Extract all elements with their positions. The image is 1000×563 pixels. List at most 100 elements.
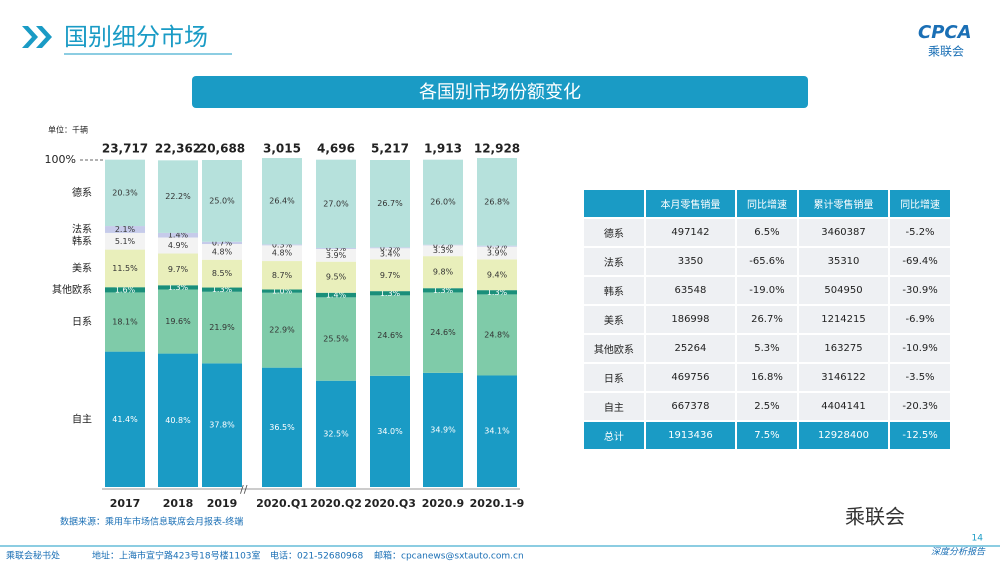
value-label: 2.1%: [115, 225, 136, 234]
total-label: 4,696: [317, 142, 355, 156]
x-tick-label: 2020.1-9: [470, 497, 525, 510]
series-label: 其他欧系: [52, 283, 92, 296]
value-label: 9.7%: [380, 271, 401, 280]
chart-title-band: [192, 76, 808, 108]
chart-title: 各国别市场份额变化: [419, 82, 581, 103]
value-label: 21.9%: [209, 323, 235, 332]
header-cell: 同比增速: [888, 188, 952, 219]
table-cell: 4404141: [796, 391, 891, 422]
value-label: 0.2%: [433, 241, 454, 250]
table-row: 总计 1913436 7.5% 12928400 -12.5%: [582, 420, 952, 451]
bar-segment: [477, 294, 517, 376]
bar-segment: [105, 159, 145, 227]
bar-segment: [477, 245, 517, 247]
bar-segment: [316, 261, 356, 293]
x-tick-label: 2020.Q3: [364, 497, 416, 510]
bar-segment: [105, 249, 145, 288]
footer-tag: 深度分析报告: [931, 547, 986, 558]
bar-segment: [423, 372, 463, 487]
table-cell: -20.3%: [888, 391, 952, 422]
table-cell: -3.5%: [888, 362, 952, 393]
value-label: 34.1%: [484, 427, 510, 436]
bar-segment: [477, 158, 517, 246]
logo: CPCA: [918, 22, 972, 43]
footer-address: 地址：上海市宣宁路423号18号楼1103室: [92, 550, 261, 562]
value-label: 1.3%: [433, 286, 454, 295]
value-label: 20.3%: [112, 188, 138, 197]
unit-label: 单位：千辆: [48, 125, 88, 135]
footer-phone: 电话：021-52680968: [270, 550, 364, 562]
bar-segment: [158, 160, 198, 233]
chevron: [22, 26, 38, 48]
table-cell: -65.6%: [735, 246, 799, 277]
value-label: 3.4%: [380, 249, 401, 258]
total-label: 12,928: [474, 142, 520, 156]
table-cell: 3460387: [796, 217, 891, 248]
footer-org: 乘联会秘书处: [6, 550, 60, 562]
bar-segment: [262, 158, 302, 245]
bar-segment: [158, 232, 198, 238]
value-label: 3.3%: [433, 246, 454, 255]
table-cell: 25264: [643, 333, 738, 364]
bar-segment: [202, 259, 242, 288]
series-label: 日系: [72, 316, 92, 328]
series-label: 韩系: [72, 234, 92, 247]
header-cell: 同比增速: [735, 188, 799, 219]
bar-segment: [202, 287, 242, 292]
table-cell: 总计: [582, 420, 646, 451]
bar-segment: [477, 290, 517, 295]
bar-segment: [370, 375, 410, 487]
bar-segment: [370, 291, 410, 296]
table-cell: 法系: [582, 246, 646, 277]
value-label: 22.2%: [165, 192, 191, 201]
value-label: 1.3%: [212, 285, 233, 294]
bar-segment: [105, 232, 145, 250]
value-label: 0.3%: [380, 243, 401, 252]
bar-segment: [423, 292, 463, 373]
table-cell: 3350: [643, 246, 738, 277]
table-cell: 63548: [643, 275, 738, 306]
value-label: 0.3%: [487, 242, 508, 251]
value-label: 4.9%: [168, 241, 189, 250]
bar-segment: [370, 247, 410, 249]
table-cell: -69.4%: [888, 246, 952, 277]
value-label: 9.8%: [433, 268, 454, 277]
bar-segment: [316, 248, 356, 262]
x-tick-label: 2020.9: [422, 497, 464, 510]
total-label: 5,217: [371, 142, 409, 156]
table-cell: 497142: [643, 217, 738, 248]
table-row: 自主 667378 2.5% 4404141 -20.3%: [582, 391, 952, 422]
value-label: 1.4%: [326, 291, 347, 300]
value-label: 37.8%: [209, 421, 235, 430]
logo-sub: 乘联会: [928, 45, 964, 59]
bar-segment: [262, 245, 302, 262]
value-label: 19.6%: [165, 317, 191, 326]
bar-segment: [370, 248, 410, 260]
value-label: 1.4%: [168, 231, 189, 240]
value-label: 0.3%: [272, 240, 293, 249]
value-label: 5.1%: [115, 237, 136, 246]
x-tick-label: 2017: [110, 497, 141, 510]
value-label: 26.4%: [269, 197, 295, 206]
x-tick-label: 2018: [163, 497, 194, 510]
bar-segment: [105, 351, 145, 487]
total-label: 3,015: [263, 142, 301, 156]
table-cell: 1913436: [643, 420, 738, 451]
value-label: 9.4%: [487, 270, 508, 279]
table-cell: -5.2%: [888, 217, 952, 248]
value-label: 36.5%: [269, 423, 295, 432]
source: 数据来源：乘用车市场信息联席会月报表-终端: [60, 516, 243, 528]
series-label: 德系: [72, 186, 92, 199]
series-label: 法系: [72, 222, 92, 235]
table-cell: 469756: [643, 362, 738, 393]
bar-segment: [370, 295, 410, 376]
bar-segment: [105, 287, 145, 293]
total-label: 23,717: [102, 142, 148, 156]
table-cell: 12928400: [796, 420, 891, 451]
bar-segment: [202, 291, 242, 364]
table-cell: 其他欧系: [582, 333, 646, 364]
bar-segment: [316, 292, 356, 298]
chevron: [36, 26, 52, 48]
value-label: 1.6%: [115, 285, 136, 294]
value-label: 1.0%: [272, 287, 293, 296]
